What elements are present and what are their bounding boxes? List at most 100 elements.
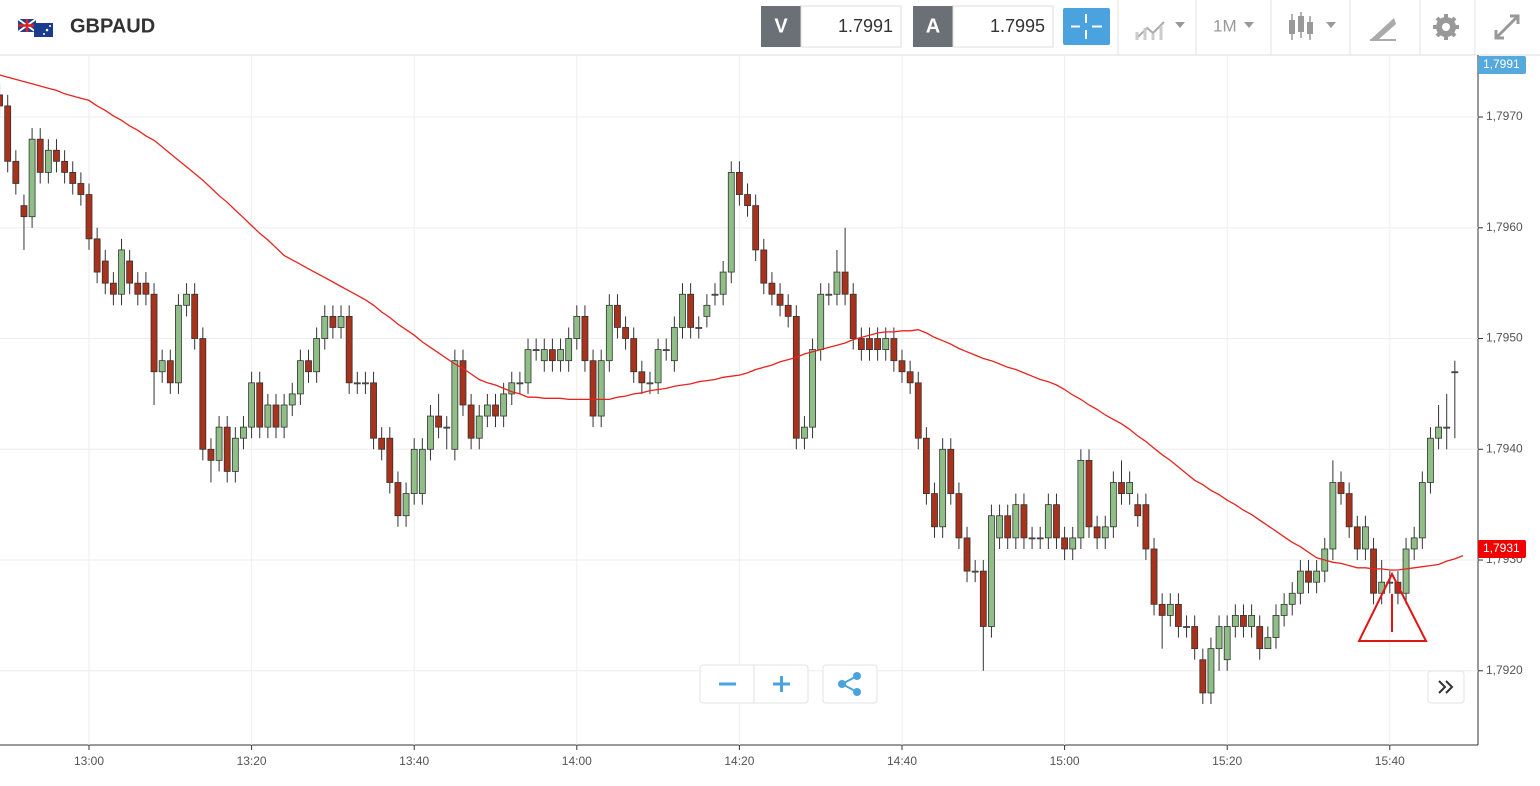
price-tag-label: 1,7931 [1483, 541, 1520, 555]
candle-body [321, 315, 329, 339]
crosshair-icon [1071, 14, 1102, 39]
candle-body [605, 304, 613, 362]
candle-body [175, 304, 182, 384]
buy-price-box[interactable] [952, 5, 1054, 48]
candle-body [1370, 548, 1377, 594]
candle-body [1240, 615, 1247, 627]
candle-body [719, 271, 727, 295]
candle-body [549, 349, 556, 362]
candle-body [833, 271, 841, 295]
candle-body [28, 138, 36, 218]
x-tick-label: 13:00 [74, 754, 104, 768]
candle-body [996, 515, 1003, 539]
candle-body [1126, 482, 1134, 494]
candles [0, 74, 1464, 705]
candle-body [849, 293, 857, 339]
candle-body [1053, 504, 1060, 539]
candle-body [264, 404, 272, 428]
candle-body [1093, 526, 1101, 539]
candle-body [638, 371, 646, 384]
candle-body [240, 426, 247, 439]
candle-body [418, 448, 426, 494]
candle-body [988, 515, 995, 627]
candle-body [166, 360, 174, 384]
y-tick-label: 1,7940 [1486, 441, 1523, 455]
candle-body [1183, 626, 1190, 628]
candle-body [825, 293, 833, 296]
buy-button[interactable] [913, 6, 953, 47]
candle-body [890, 338, 898, 362]
fullscreen-button[interactable] [1494, 14, 1520, 40]
candle-body [695, 327, 703, 329]
candle-body [1175, 603, 1182, 627]
draw-tool-button[interactable] [1370, 18, 1396, 41]
candle-body [435, 415, 442, 428]
candle-body [500, 393, 508, 417]
candle-body [630, 338, 638, 373]
candle-body [931, 493, 938, 528]
candle-body [589, 360, 597, 417]
candle-body [752, 205, 760, 251]
price-tag [1478, 56, 1526, 74]
candle-body [914, 382, 922, 439]
y-tick-label: 1,7970 [1486, 109, 1523, 123]
candle-body [524, 349, 532, 384]
candle-body [581, 315, 589, 362]
candle-body [687, 293, 695, 328]
candle-body [1427, 437, 1434, 483]
candle-body [394, 482, 402, 517]
x-tick-label: 15:20 [1212, 754, 1242, 768]
candle-body [573, 315, 581, 339]
candle-body [1256, 626, 1264, 650]
candle-body [134, 282, 142, 295]
sell-button[interactable] [761, 6, 801, 47]
candle-body [662, 349, 670, 352]
candle-body [337, 315, 345, 328]
candle-body [882, 338, 890, 351]
candle-body [183, 293, 190, 306]
y-tick-label: 1,7950 [1486, 331, 1523, 345]
candle-body [1435, 426, 1442, 439]
candle-body [857, 338, 865, 351]
candle-body [565, 338, 573, 362]
candle-body [654, 349, 662, 384]
candle-body [248, 382, 256, 428]
candle-body [1109, 482, 1117, 528]
candle-body [614, 304, 621, 328]
candle-body [1272, 615, 1280, 638]
candle-body [256, 382, 264, 428]
candle-body [362, 382, 369, 385]
sell-label: V [774, 15, 788, 37]
x-tick-label: 15:40 [1375, 754, 1405, 768]
candle-body [760, 249, 768, 284]
candle-type-button[interactable] [1289, 12, 1336, 40]
settings-button[interactable] [1433, 14, 1459, 40]
candle-body [646, 382, 654, 385]
candle-body [711, 293, 719, 296]
zoom-in[interactable] [773, 676, 790, 692]
candle-body [1150, 548, 1158, 605]
candle-body [93, 238, 101, 273]
candle-body [1069, 537, 1077, 550]
buy-price: 1.7995 [990, 16, 1045, 36]
candle-body [1158, 603, 1166, 616]
timeframe[interactable]: 1M [1213, 16, 1237, 35]
candle-body [557, 349, 564, 362]
share-button[interactable] [822, 664, 878, 704]
candle-body [313, 338, 321, 373]
candle-body [459, 360, 467, 406]
candle-body [118, 249, 125, 295]
candle-body [483, 404, 491, 417]
crosshair-button[interactable] [1063, 8, 1110, 45]
candle-body [939, 448, 947, 528]
candle-body [0, 94, 3, 107]
x-tick-label: 14:40 [887, 754, 917, 768]
candle-body [109, 282, 117, 295]
candle-body [1223, 626, 1231, 661]
sell-price-box[interactable] [800, 5, 902, 48]
candle-body [776, 293, 784, 306]
candle-body [12, 160, 20, 184]
chart-type-button[interactable] [1135, 21, 1185, 40]
candle-body [727, 171, 735, 273]
candle-body [492, 404, 499, 417]
